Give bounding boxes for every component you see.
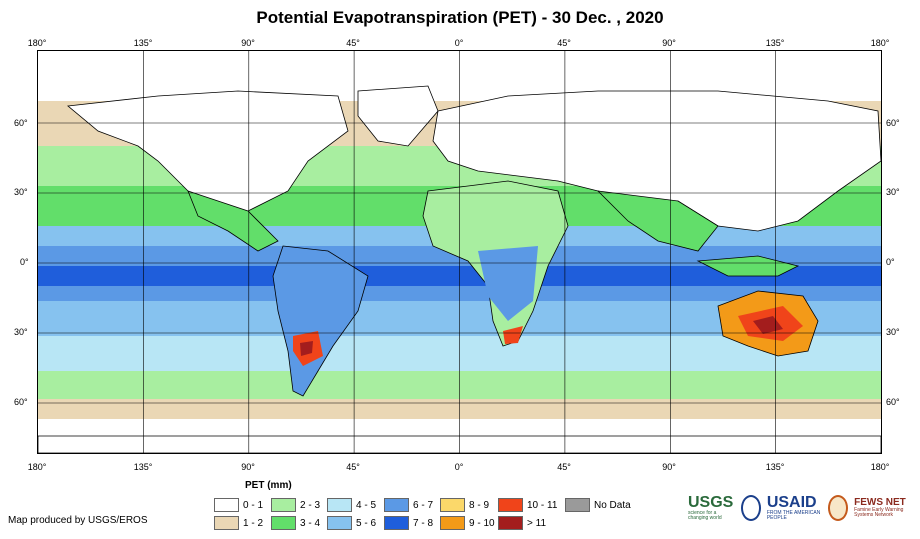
legend-label: 2 - 3 [300, 499, 321, 511]
lon-label: 0° [454, 462, 464, 472]
legend-label: > 11 [527, 517, 546, 529]
legend-item: 1 - 2 [214, 516, 263, 530]
graticule [38, 51, 881, 453]
legend-swatch [498, 516, 523, 530]
lon-label: 45° [346, 462, 360, 472]
north-america [67, 90, 349, 217]
usgs-logo: USGS science for a changing world [688, 495, 735, 521]
lon-label: 180° [870, 38, 890, 48]
usgs-logo-text: USGS [688, 494, 734, 511]
south-america-hotspot-core [300, 341, 313, 356]
lon-label: 45° [557, 38, 571, 48]
lat-label: 30° [14, 187, 28, 197]
legend-item: 6 - 7 [384, 498, 433, 512]
legend-item: 3 - 4 [271, 516, 320, 530]
lat-label: 60° [14, 397, 28, 407]
legend-swatch [498, 498, 523, 512]
legend-label: 10 - 11 [527, 499, 558, 511]
credit-text: Map produced by USGS/EROS [8, 515, 148, 526]
legend-item: 7 - 8 [384, 516, 433, 530]
lon-label: 45° [557, 462, 571, 472]
usaid-seal-icon [740, 495, 761, 521]
legend-item: 9 - 10 [440, 516, 495, 530]
lat-label: 60° [886, 118, 900, 128]
lon-label: 135° [765, 462, 785, 472]
legend-item: 8 - 9 [440, 498, 489, 512]
legend-swatch [565, 498, 590, 512]
legend-item: 5 - 6 [327, 516, 376, 530]
lat-label: 30° [14, 327, 28, 337]
legend-label: 5 - 6 [356, 517, 377, 529]
legend-swatch [384, 498, 409, 512]
legend-item: 10 - 11 [498, 498, 557, 512]
maritime-continent [696, 255, 800, 277]
greenland [357, 85, 439, 147]
usaid-logo-text: USAID [766, 494, 817, 511]
legend-swatch [271, 516, 296, 530]
fews-net-logo: FEWS NET Famine Early Warning Systems Ne… [854, 498, 920, 518]
lon-label: 135° [133, 462, 153, 472]
legend-label: 3 - 4 [300, 517, 321, 529]
legend-label: 8 - 9 [469, 499, 490, 511]
south-africa-hotspot [503, 326, 523, 344]
legend-item: No Data [565, 498, 631, 512]
legend-label: 1 - 2 [243, 517, 264, 529]
usaid-logo: USAID FROM THE AMERICAN PEOPLE [767, 495, 822, 521]
lon-label: 90° [662, 38, 676, 48]
lat-label: 60° [14, 118, 28, 128]
eurasia [432, 90, 881, 232]
lon-label: 180° [27, 462, 47, 472]
lon-label: 90° [662, 462, 676, 472]
usgs-tagline: science for a changing world [688, 510, 722, 521]
legend-swatch [327, 516, 352, 530]
south-america [272, 245, 369, 397]
lon-label: 135° [133, 38, 153, 48]
africa-tropics [478, 246, 538, 321]
pet-map-svg [38, 51, 881, 453]
lat-label: 30° [886, 327, 900, 337]
lon-label: 180° [27, 38, 47, 48]
lat-label: 0° [20, 257, 29, 267]
lon-label: 180° [870, 462, 890, 472]
legend-swatch [327, 498, 352, 512]
map-title: Potential Evapotranspiration (PET) - 30 … [256, 8, 664, 27]
lat-label: 0° [886, 257, 895, 267]
legend-label: 4 - 5 [356, 499, 377, 511]
legend-swatch [440, 498, 465, 512]
legend-label: 7 - 8 [413, 517, 434, 529]
south-asia [596, 190, 719, 252]
usaid-tagline: FROM THE AMERICAN PEOPLE [766, 510, 821, 521]
legend-label: 0 - 1 [243, 499, 264, 511]
legend-swatch [384, 516, 409, 530]
pet-map[interactable] [37, 50, 882, 454]
lon-label: 45° [346, 38, 360, 48]
legend-title: PET (mm) [245, 480, 292, 491]
legend-swatch [214, 516, 239, 530]
legend-item: 2 - 3 [271, 498, 320, 512]
legend-label: 6 - 7 [413, 499, 434, 511]
lon-label: 90° [241, 462, 255, 472]
legend-item: > 11 [498, 516, 546, 530]
lon-label: 135° [765, 38, 785, 48]
lat-label: 30° [886, 187, 900, 197]
lon-label: 90° [241, 38, 255, 48]
legend-label: No Data [594, 499, 631, 511]
legend-label: 9 - 10 [469, 517, 495, 529]
legend-item: 4 - 5 [327, 498, 376, 512]
legend-swatch [271, 498, 296, 512]
fews-net-tagline: Famine Early Warning Systems Network [854, 507, 904, 518]
central-america [187, 190, 279, 252]
lat-label: 60° [886, 397, 900, 407]
legend-swatch [214, 498, 239, 512]
lon-label: 0° [454, 38, 464, 48]
logo-strip: USGS science for a changing world USAID … [688, 495, 920, 521]
fews-net-seal-icon [827, 495, 849, 521]
legend-item: 0 - 1 [214, 498, 263, 512]
legend-swatch [440, 516, 465, 530]
fews-net-logo-text: FEWS NET [854, 497, 906, 508]
